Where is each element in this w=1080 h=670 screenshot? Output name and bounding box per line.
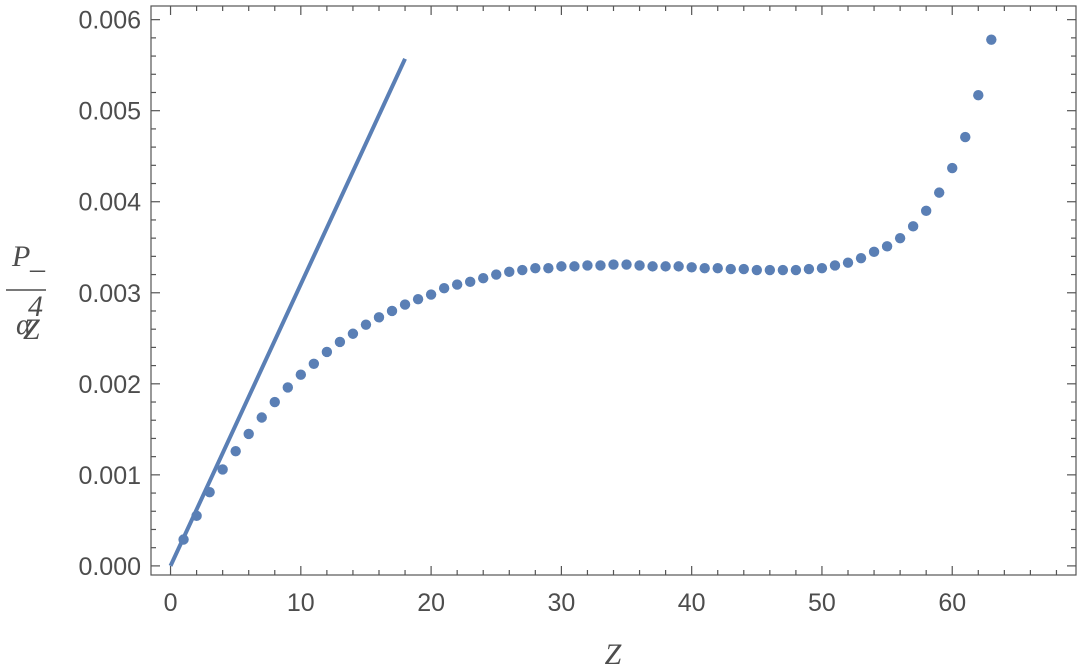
data-point xyxy=(699,262,710,274)
data-point xyxy=(764,264,776,276)
y-tick-label: 0.003 xyxy=(78,280,141,308)
data-point xyxy=(478,273,489,284)
tick-labels: 0 10 20 30 40 50 60 0.000 0.001 0.002 0.003 0.004 0.… xyxy=(78,7,966,617)
ticks xyxy=(151,6,1076,575)
data-point xyxy=(816,262,828,274)
data-point xyxy=(608,259,619,270)
data-point xyxy=(517,264,528,276)
y-tick-label: 0.001 xyxy=(78,462,141,490)
data-point xyxy=(217,464,228,475)
data-point xyxy=(178,534,189,545)
data-point xyxy=(399,299,411,310)
data-point xyxy=(569,261,580,272)
y-axis-label: P – α 4 Z xyxy=(6,240,46,346)
data-point xyxy=(973,90,984,101)
data-point xyxy=(725,263,736,275)
data-point xyxy=(634,260,645,271)
y-tick-label: 0.002 xyxy=(78,371,141,399)
data-point xyxy=(647,261,658,272)
data-point xyxy=(308,358,320,369)
data-point xyxy=(660,261,671,272)
data-point xyxy=(464,276,476,288)
data-point xyxy=(347,328,359,339)
x-axis-label: Z xyxy=(605,638,622,670)
data-point xyxy=(907,221,919,232)
data-point xyxy=(530,262,541,274)
x-tick-label: 50 xyxy=(808,589,836,617)
data-point xyxy=(412,293,424,305)
data-point xyxy=(438,283,450,294)
data-point xyxy=(491,269,502,280)
data-point xyxy=(425,289,437,300)
data-point xyxy=(451,279,463,290)
y-tick-label: 0.004 xyxy=(78,189,141,217)
data-point xyxy=(777,264,789,276)
y-label-den-subscript: Z xyxy=(23,313,40,346)
data-point xyxy=(256,412,267,423)
y-label-numerator: P xyxy=(11,240,30,273)
data-point xyxy=(386,305,398,317)
data-point xyxy=(829,260,841,271)
x-tick-label: 40 xyxy=(678,589,706,617)
data-point xyxy=(621,259,632,270)
plot-frame xyxy=(150,5,1077,576)
data-point xyxy=(842,257,854,268)
data-point xyxy=(803,263,815,275)
data-point xyxy=(947,162,958,174)
data-point xyxy=(269,396,280,408)
x-tick-label: 20 xyxy=(417,589,445,617)
y-label-denominator: α xyxy=(16,308,33,341)
data-point xyxy=(321,346,333,358)
data-point xyxy=(295,369,307,380)
data-point xyxy=(881,241,893,252)
data-point xyxy=(712,262,723,274)
y-tick-label: 0.000 xyxy=(78,553,141,581)
y-tick-label: 0.005 xyxy=(78,98,141,126)
data-point xyxy=(894,232,906,244)
x-tick-label: 30 xyxy=(547,589,575,617)
x-tick-label: 60 xyxy=(938,589,966,617)
data-point xyxy=(543,262,554,274)
data-point xyxy=(556,261,567,272)
data-point xyxy=(986,34,997,45)
data-point xyxy=(595,260,606,271)
data-point xyxy=(243,428,254,440)
x-tick-label: 10 xyxy=(287,589,315,617)
data-point xyxy=(686,262,697,273)
data-point xyxy=(230,445,241,457)
y-tick-label: 0.006 xyxy=(78,7,141,35)
series-line xyxy=(168,57,407,567)
data-point xyxy=(934,187,945,198)
data-point xyxy=(582,260,593,271)
data-point xyxy=(373,312,385,323)
data-point xyxy=(673,261,684,272)
x-tick-label: 0 xyxy=(164,589,178,617)
data-point xyxy=(920,205,932,217)
data-point xyxy=(204,486,215,498)
data-point xyxy=(960,131,971,143)
data-point xyxy=(360,319,372,330)
data-point xyxy=(282,382,293,393)
data-point xyxy=(751,264,763,276)
data-point xyxy=(868,246,880,258)
data-point xyxy=(191,510,202,522)
y-label-num-subscript: – xyxy=(29,252,46,285)
series-points xyxy=(178,34,997,545)
data-point xyxy=(790,264,802,276)
data-point xyxy=(504,266,515,278)
data-point xyxy=(855,252,867,264)
data-point xyxy=(738,263,749,275)
data-point xyxy=(334,336,346,348)
y-label-den-superscript: 4 xyxy=(28,290,43,323)
